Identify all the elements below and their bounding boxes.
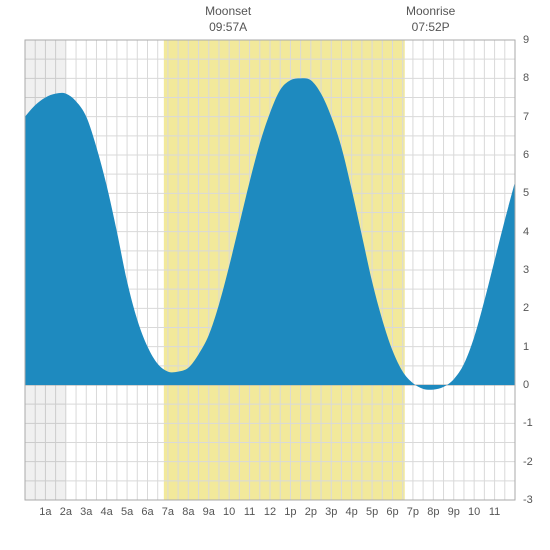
y-tick-label: 7: [523, 111, 529, 123]
x-tick-label: 4p: [346, 506, 358, 518]
x-tick-label: 10: [223, 506, 235, 518]
x-tick-label: 10: [468, 506, 480, 518]
y-tick-label: -3: [523, 494, 533, 506]
moonrise-annotation: Moonrise07:52P: [406, 4, 455, 35]
x-tick-label: 6a: [141, 506, 153, 518]
x-tick-label: 8p: [427, 506, 439, 518]
y-tick-label: 6: [523, 149, 529, 161]
x-tick-label: 6p: [386, 506, 398, 518]
y-tick-label: 0: [523, 379, 529, 391]
x-tick-label: 4a: [101, 506, 113, 518]
y-tick-label: -1: [523, 417, 533, 429]
x-tick-label: 2p: [305, 506, 317, 518]
y-tick-label: -2: [523, 456, 533, 468]
x-tick-label: 12: [264, 506, 276, 518]
chart-svg: [0, 0, 550, 550]
moonset-label: Moonset: [205, 4, 251, 20]
x-tick-label: 3p: [325, 506, 337, 518]
x-tick-label: 1p: [284, 506, 296, 518]
x-tick-label: 8a: [182, 506, 194, 518]
x-tick-label: 5a: [121, 506, 133, 518]
tide-chart: 1a2a3a4a5a6a7a8a9a1011121p2p3p4p5p6p7p8p…: [0, 0, 550, 550]
x-tick-label: 3a: [80, 506, 92, 518]
y-tick-label: 5: [523, 187, 529, 199]
x-tick-label: 5p: [366, 506, 378, 518]
x-tick-label: 11: [244, 506, 255, 518]
y-tick-label: 8: [523, 72, 529, 84]
x-tick-label: 9p: [448, 506, 460, 518]
y-tick-label: 9: [523, 34, 529, 46]
x-tick-label: 1a: [39, 506, 51, 518]
y-tick-label: 1: [523, 341, 529, 353]
x-tick-label: 9a: [203, 506, 215, 518]
x-tick-label: 11: [489, 506, 500, 518]
moonset-time: 09:57A: [205, 20, 251, 36]
moonrise-time: 07:52P: [406, 20, 455, 36]
y-tick-label: 2: [523, 302, 529, 314]
x-tick-label: 7p: [407, 506, 419, 518]
x-tick-label: 7a: [162, 506, 174, 518]
y-tick-label: 4: [523, 226, 529, 238]
moonrise-label: Moonrise: [406, 4, 455, 20]
y-tick-label: 3: [523, 264, 529, 276]
moonset-annotation: Moonset09:57A: [205, 4, 251, 35]
x-tick-label: 2a: [60, 506, 72, 518]
